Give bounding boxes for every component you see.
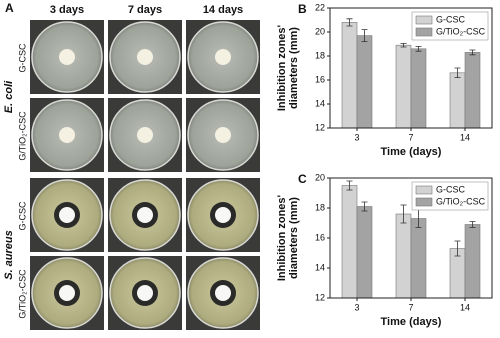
legend-label: G/TiO₂-CSC xyxy=(436,196,486,206)
bar xyxy=(341,22,358,129)
y-axis-label: diameters (mm) xyxy=(288,27,300,109)
error-bar xyxy=(454,240,461,257)
error-bar xyxy=(346,18,353,27)
legend-swatch xyxy=(415,185,433,195)
sample-disk xyxy=(215,285,231,301)
sample-disk xyxy=(215,127,231,143)
column-header: 7 days xyxy=(128,4,162,16)
y-tick-label: 12 xyxy=(315,122,325,132)
error-bar xyxy=(361,29,368,42)
y-tick-label: 16 xyxy=(315,74,325,84)
sample-label: G/TiO₂-CSC xyxy=(17,269,27,319)
organism-label: E. coli xyxy=(3,80,15,113)
bar xyxy=(449,72,466,129)
x-axis-label: Time (days) xyxy=(381,316,442,328)
sample-disk xyxy=(137,207,153,223)
x-axis-label: Time (days) xyxy=(381,146,442,158)
sample-label: G-CSC xyxy=(17,201,27,231)
plot-frame xyxy=(329,7,493,129)
sample-disk xyxy=(215,49,231,65)
sample-disk xyxy=(59,127,75,143)
error-bar xyxy=(415,46,422,52)
sample-disk xyxy=(137,127,153,143)
y-tick-label: 20 xyxy=(315,26,325,36)
x-tick-label: 14 xyxy=(460,132,470,142)
x-tick-label: 3 xyxy=(354,302,359,312)
x-tick-label: 14 xyxy=(460,302,470,312)
x-tick-label: 7 xyxy=(408,132,413,142)
y-tick-label: 16 xyxy=(315,232,325,242)
sample-disk xyxy=(215,207,231,223)
error-bar xyxy=(400,43,407,48)
bar xyxy=(395,213,412,299)
error-bar xyxy=(361,201,368,212)
y-tick-label: 14 xyxy=(315,262,325,272)
legend-swatch xyxy=(415,197,433,207)
legend-label: G-CSC xyxy=(436,184,466,194)
y-axis-label: diameters (mm) xyxy=(288,197,300,279)
error-bar xyxy=(454,67,461,78)
organism-label: S. aureus xyxy=(3,230,15,280)
legend-swatch xyxy=(415,27,433,37)
error-bar xyxy=(469,49,476,56)
bar xyxy=(356,35,373,129)
sample-disk xyxy=(59,285,75,301)
sample-disk xyxy=(59,49,75,65)
error-bar xyxy=(400,204,407,224)
y-tick-label: 18 xyxy=(315,202,325,212)
x-tick-label: 3 xyxy=(354,132,359,142)
column-header: 3 days xyxy=(50,4,84,16)
panel-label: A xyxy=(5,1,14,15)
y-tick-label: 12 xyxy=(315,292,325,302)
legend-swatch xyxy=(415,15,433,25)
y-tick-label: 22 xyxy=(315,2,325,12)
legend-label: G-CSC xyxy=(436,14,466,24)
plot-frame xyxy=(329,177,493,299)
y-tick-label: 14 xyxy=(315,98,325,108)
bar xyxy=(341,185,358,299)
y-axis-label: Inhibition zones' xyxy=(276,194,288,281)
bar xyxy=(410,48,427,129)
y-tick-label: 18 xyxy=(315,50,325,60)
y-tick-label: 20 xyxy=(315,172,325,182)
bar xyxy=(464,224,481,299)
error-bar xyxy=(346,180,353,191)
bar xyxy=(395,44,412,129)
bar xyxy=(464,52,481,129)
panel-label: C xyxy=(298,172,307,186)
sample-label: G-CSC xyxy=(17,43,27,73)
bar xyxy=(356,206,373,299)
sample-disk xyxy=(137,49,153,65)
column-header: 14 days xyxy=(203,4,243,16)
sample-label: G/TiO₂-CSC xyxy=(17,111,27,161)
sample-disk xyxy=(137,285,153,301)
error-bar xyxy=(469,221,476,228)
legend-label: G/TiO₂-CSC xyxy=(436,26,486,36)
bar xyxy=(410,218,427,299)
sample-disk xyxy=(59,207,75,223)
x-tick-label: 7 xyxy=(408,302,413,312)
y-axis-label: Inhibition zones' xyxy=(276,24,288,111)
panel-label: B xyxy=(298,2,307,16)
